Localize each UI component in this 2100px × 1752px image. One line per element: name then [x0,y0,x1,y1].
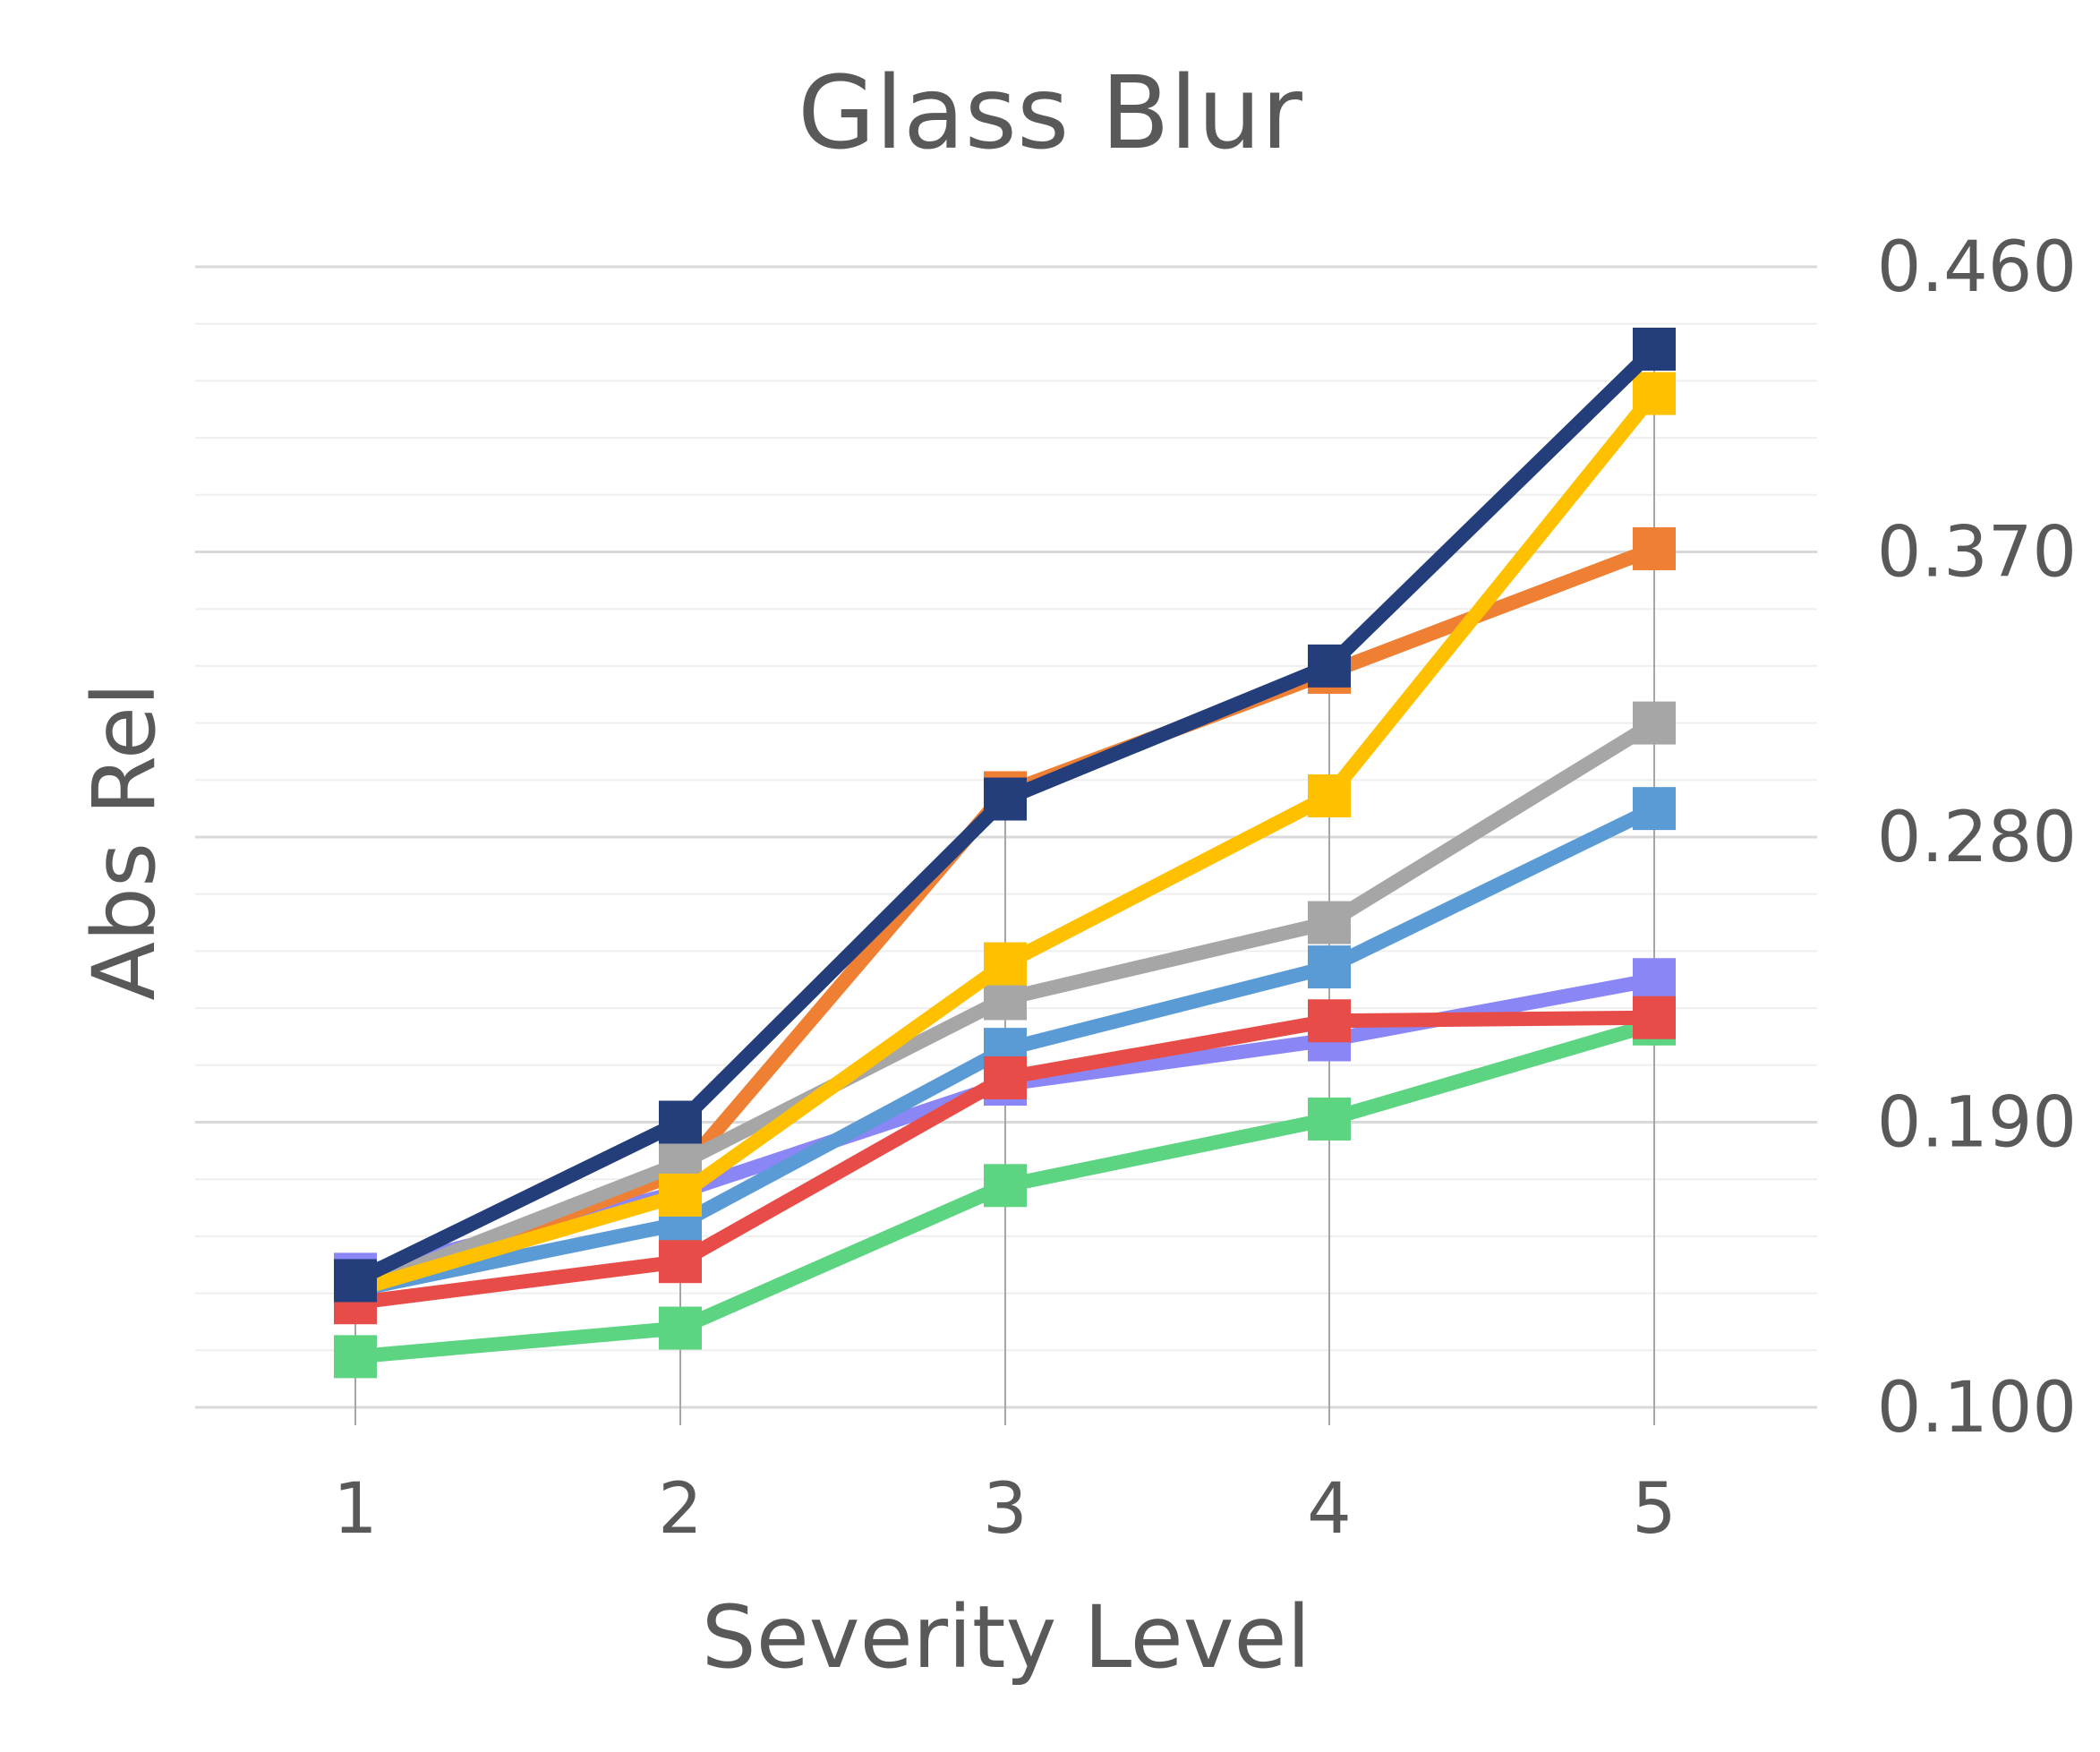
data-point [334,1335,377,1379]
y-tick-label: 0.100 [1877,1368,2077,1449]
x-tick-label: 4 [1307,1469,1352,1550]
data-point [1633,996,1676,1039]
y-tick-label: 0.280 [1877,798,2077,878]
data-point [659,1173,702,1217]
data-point [659,1240,702,1284]
data-point [1633,701,1676,745]
data-point [984,1164,1027,1208]
data-point [1633,328,1676,372]
x-tick-label: 5 [1632,1469,1677,1550]
x-tick-label: 3 [983,1469,1028,1550]
data-point [984,942,1027,986]
data-point [1308,945,1351,989]
x-gridlines [354,349,1655,1425]
y-tick-label: 0.460 [1877,227,2077,308]
data-point [984,1055,1027,1099]
y-tick-labels: 0.100 0.190 0.280 0.370 0.460 [1877,227,2077,1449]
data-point [984,777,1027,821]
series-8 [334,328,1676,1303]
data-point [1633,787,1676,831]
data-point [1308,773,1351,817]
data-point [334,1259,377,1303]
chart-title: Glass Blur [798,56,1303,172]
series-layer [334,328,1676,1379]
y-axis-label: Abs Rel [74,682,175,1000]
data-point [1308,1097,1351,1141]
data-point [1633,372,1676,415]
data-point [659,1100,702,1144]
data-point [659,1306,702,1350]
y-tick-label: 0.370 [1877,513,2077,594]
x-tick-label: 1 [333,1469,378,1550]
x-tick-labels: 1 2 3 4 5 [333,1469,1677,1550]
y-tick-label: 0.190 [1877,1083,2077,1164]
data-point [1308,999,1351,1043]
data-point [1308,644,1351,688]
data-point [1633,526,1676,570]
x-tick-label: 2 [658,1469,703,1550]
data-point [1633,958,1676,1002]
data-point [1308,901,1351,944]
series-7 [334,996,1676,1325]
x-axis-label: Severity Level [702,1587,1310,1688]
